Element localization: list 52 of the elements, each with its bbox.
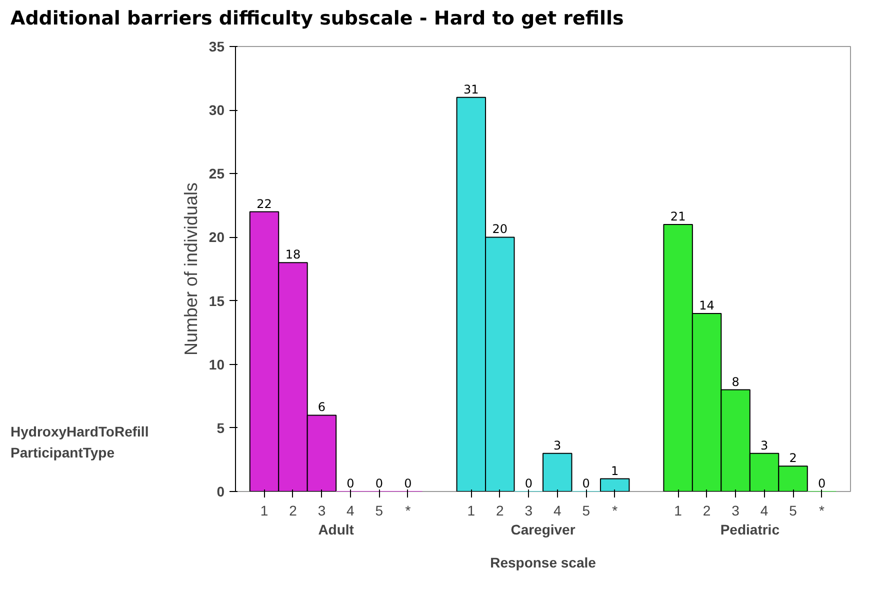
- chart-title: Additional barriers difficulty subscale - Hard to get refills: [10, 8, 624, 30]
- x-tick-label: 4: [346, 502, 355, 518]
- data-label: 0: [524, 476, 532, 490]
- y-tick-label: 20: [208, 229, 225, 246]
- x-tick-label: *: [612, 502, 618, 518]
- x-tick-label: 3: [732, 502, 740, 518]
- data-label: 6: [318, 400, 326, 414]
- data-label: 3: [760, 438, 768, 452]
- data-label: 8: [732, 374, 740, 389]
- x-tick-label: 4: [553, 502, 562, 518]
- data-label: 0: [404, 476, 412, 490]
- y-tick-label: 35: [208, 38, 225, 54]
- x-tick-label: 2: [289, 502, 298, 518]
- text: ParticipantType: [10, 444, 115, 461]
- x-tick-label: *: [405, 502, 412, 518]
- text: Caregiver: [510, 522, 576, 538]
- data-label: 1: [611, 464, 619, 478]
- y-tick-label: 0: [216, 484, 225, 500]
- x-tick-label: 2: [702, 502, 711, 518]
- text: Adult: [318, 522, 354, 538]
- y-tick-label: 5: [216, 420, 225, 436]
- x-tick-label: 5: [375, 502, 384, 518]
- x-tick-label: 3: [524, 502, 533, 518]
- text: Pediatric: [720, 522, 780, 538]
- data-label: 31: [464, 82, 479, 96]
- text: HydroxyHardToRefill: [10, 424, 149, 440]
- x-axis-title: Response scale: [490, 554, 596, 570]
- data-label: 20: [492, 222, 508, 236]
- x-tick-label: 1: [260, 502, 268, 518]
- x-tick-label: 1: [467, 502, 476, 518]
- data-label: 0: [582, 476, 590, 490]
- y-tick-label: 25: [208, 166, 225, 182]
- data-label: 18: [285, 248, 301, 262]
- x-tick-label: *: [819, 502, 826, 518]
- x-tick-label: 1: [674, 502, 682, 518]
- y-tick-label: 30: [208, 102, 225, 118]
- data-label: 22: [256, 196, 272, 211]
- y-tick-label: 10: [208, 356, 225, 372]
- data-label: 3: [554, 438, 562, 452]
- data-label: 14: [699, 298, 714, 312]
- x-tick-label: 5: [789, 502, 798, 518]
- data-label: 0: [818, 476, 826, 490]
- x-tick-label: 2: [496, 502, 504, 518]
- data-label: 0: [346, 476, 354, 490]
- y-axis-title: Number of individuals: [180, 182, 201, 356]
- x-tick-label: 5: [582, 502, 590, 518]
- data-label: 21: [670, 210, 686, 224]
- x-tick-label: 3: [318, 502, 326, 518]
- data-label: 0: [375, 476, 384, 490]
- y-tick-label: 15: [208, 292, 225, 309]
- data-label: 2: [789, 451, 797, 466]
- x-tick-label: 4: [760, 502, 768, 518]
